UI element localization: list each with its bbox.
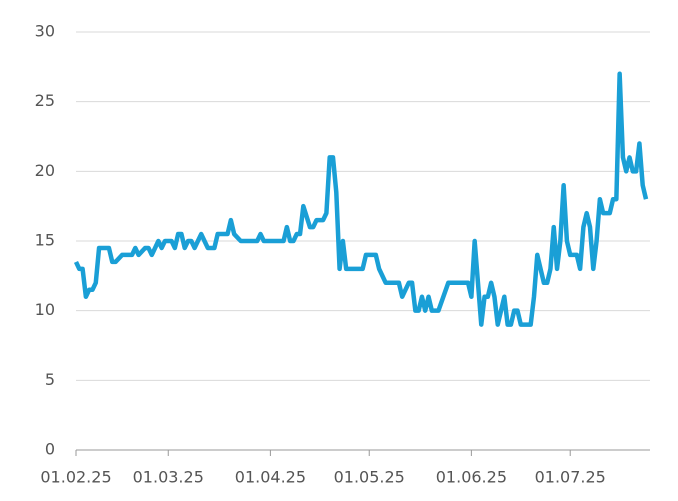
- x-tick-label: 01.02.25: [40, 468, 111, 487]
- y-tick-label: 5: [45, 370, 55, 389]
- x-tick-label: 01.04.25: [235, 468, 306, 487]
- y-tick-label: 25: [35, 91, 55, 110]
- y-tick-label: 30: [35, 22, 55, 41]
- x-tick-label: 01.03.25: [133, 468, 204, 487]
- y-tick-label: 20: [35, 161, 55, 180]
- y-tick-label: 15: [35, 231, 55, 250]
- line-series: [73, 71, 649, 327]
- x-tick-label: 01.06.25: [436, 468, 507, 487]
- y-tick-label: 10: [35, 300, 55, 319]
- x-tick-label: 01.05.25: [334, 468, 405, 487]
- x-tick-label: 01.07.25: [535, 468, 606, 487]
- y-tick-label: 0: [45, 440, 55, 459]
